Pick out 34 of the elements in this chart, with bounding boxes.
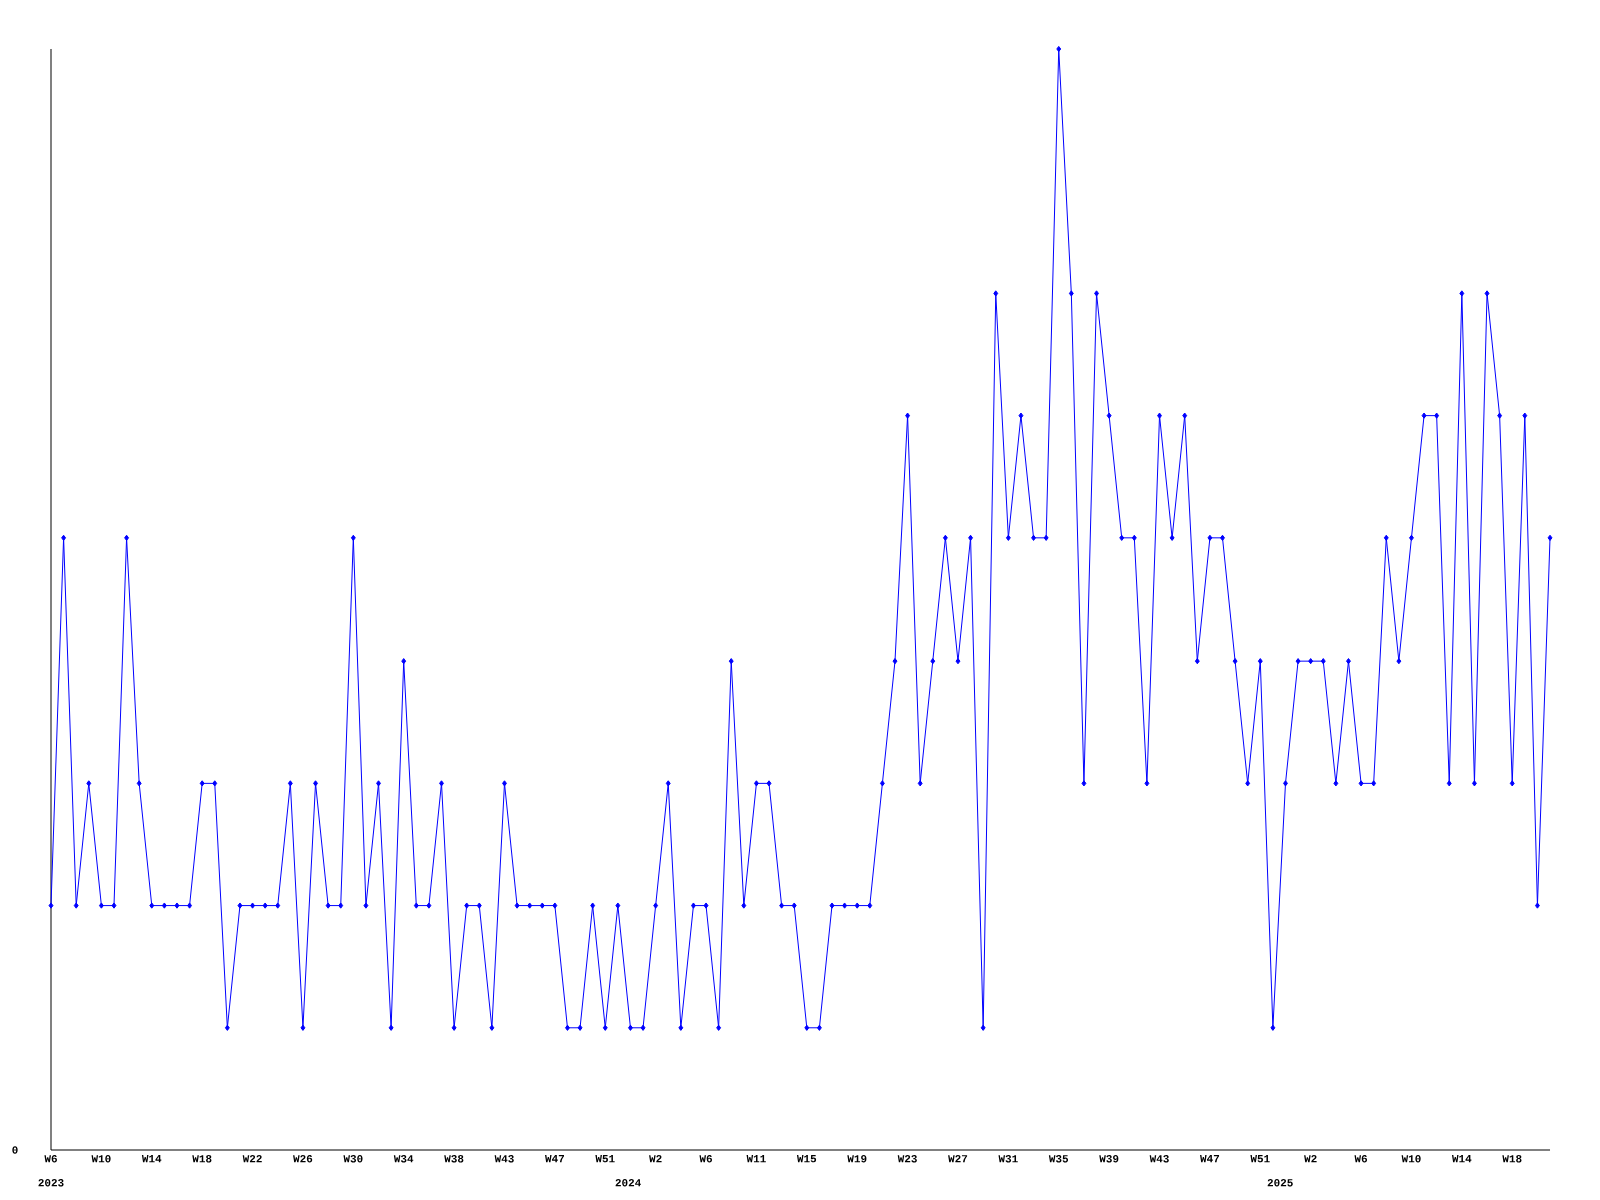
- x-tick-label: W2: [649, 1155, 662, 1163]
- x-tick-label: W34: [393, 1155, 414, 1163]
- x-tick-label: W30: [343, 1155, 363, 1163]
- x-tick-label: W14: [141, 1155, 162, 1163]
- x-tick-label: W26: [293, 1155, 313, 1163]
- text: 0: [12, 1146, 18, 1154]
- x-tick-label: W10: [1401, 1155, 1421, 1163]
- x-tick-label: W51: [595, 1155, 615, 1163]
- x-tick-label: W6: [1354, 1155, 1368, 1163]
- x-tick-label: W22: [242, 1155, 262, 1163]
- x-tick-label: W14: [1451, 1155, 1472, 1163]
- x-tick-label: W43: [1149, 1155, 1169, 1163]
- x-tick-label: W18: [1502, 1155, 1522, 1163]
- x-tick-label: W27: [948, 1155, 968, 1163]
- x-tick-label: W43: [494, 1155, 514, 1163]
- x-tick-label: W35: [1048, 1155, 1069, 1163]
- x-tick-label: W10: [91, 1155, 111, 1163]
- x-tick-label: W2: [1304, 1155, 1317, 1163]
- x-tick-label: W18: [192, 1155, 212, 1163]
- x-tick-label: W19: [847, 1155, 867, 1163]
- x-tick-label: W47: [545, 1155, 564, 1163]
- text: 2025: [1267, 1179, 1293, 1187]
- x-tick-label: W15: [796, 1155, 817, 1163]
- x-tick-label: W39: [1099, 1155, 1119, 1163]
- x-tick-label: W11: [746, 1155, 766, 1163]
- x-tick-label: W23: [897, 1155, 917, 1163]
- text: 2024: [615, 1179, 641, 1187]
- text: 2023: [38, 1179, 64, 1187]
- x-tick-label: W31: [998, 1155, 1018, 1163]
- x-tick-label: W6: [699, 1155, 712, 1163]
- x-tick-label: W51: [1250, 1155, 1270, 1163]
- x-tick-label: W6: [44, 1155, 57, 1163]
- x-tick-label: W38: [444, 1155, 464, 1163]
- x-tick-label: W47: [1200, 1155, 1220, 1163]
